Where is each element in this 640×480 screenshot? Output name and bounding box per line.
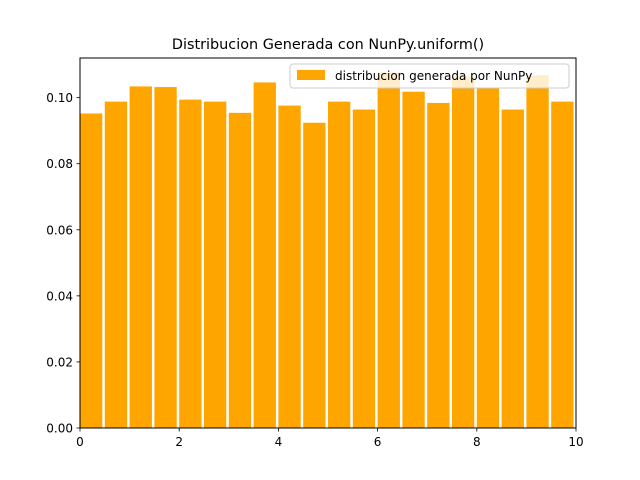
x-tick-label: 10 — [568, 435, 583, 449]
legend-label: distribucion generada por NunPy — [335, 69, 532, 83]
y-axis: 0.00 0.02 0.04 0.06 0.08 0.10 — [46, 91, 80, 436]
y-tick-label: 0.06 — [46, 223, 73, 237]
legend: distribucion generada por NunPy — [289, 63, 570, 89]
bar-6 — [228, 112, 252, 428]
bar-9 — [303, 122, 326, 428]
y-tick-label: 0.08 — [46, 157, 73, 171]
bar-8 — [278, 105, 301, 429]
bar-5 — [204, 101, 227, 428]
chart-title: Distribucion Generada con NunPy.uniform(… — [172, 37, 484, 53]
bar-12 — [377, 72, 400, 429]
bar-10 — [328, 101, 351, 428]
bar-18 — [526, 75, 549, 428]
x-tick-label: 2 — [175, 435, 183, 449]
y-tick-label: 0.04 — [46, 289, 73, 303]
bar-2 — [129, 86, 152, 429]
x-tick-label: 4 — [275, 435, 283, 449]
y-tick-label: 0.00 — [46, 422, 73, 436]
x-tick-label: 8 — [473, 435, 481, 449]
x-tick-label: 6 — [374, 435, 382, 449]
plot-frame — [79, 57, 577, 429]
bar-1 — [104, 101, 128, 428]
legend-swatch — [297, 70, 325, 80]
bar-0 — [80, 113, 103, 428]
bar-13 — [402, 91, 425, 429]
bar-3 — [154, 87, 177, 429]
x-axis: 0 2 4 6 8 10 — [76, 428, 584, 449]
y-tick-label: 0.02 — [46, 355, 73, 369]
legend-box — [289, 63, 570, 89]
y-tick-label: 0.10 — [46, 91, 73, 105]
x-tick-label: 0 — [76, 435, 84, 449]
bar-17 — [501, 109, 524, 429]
bar-7 — [253, 82, 276, 429]
bar-16 — [476, 88, 500, 429]
bar-14 — [427, 102, 450, 428]
bars-group — [80, 72, 574, 429]
bar-15 — [452, 76, 475, 428]
bar-4 — [179, 99, 202, 428]
bar-11 — [352, 109, 376, 429]
bar-19 — [551, 101, 574, 428]
